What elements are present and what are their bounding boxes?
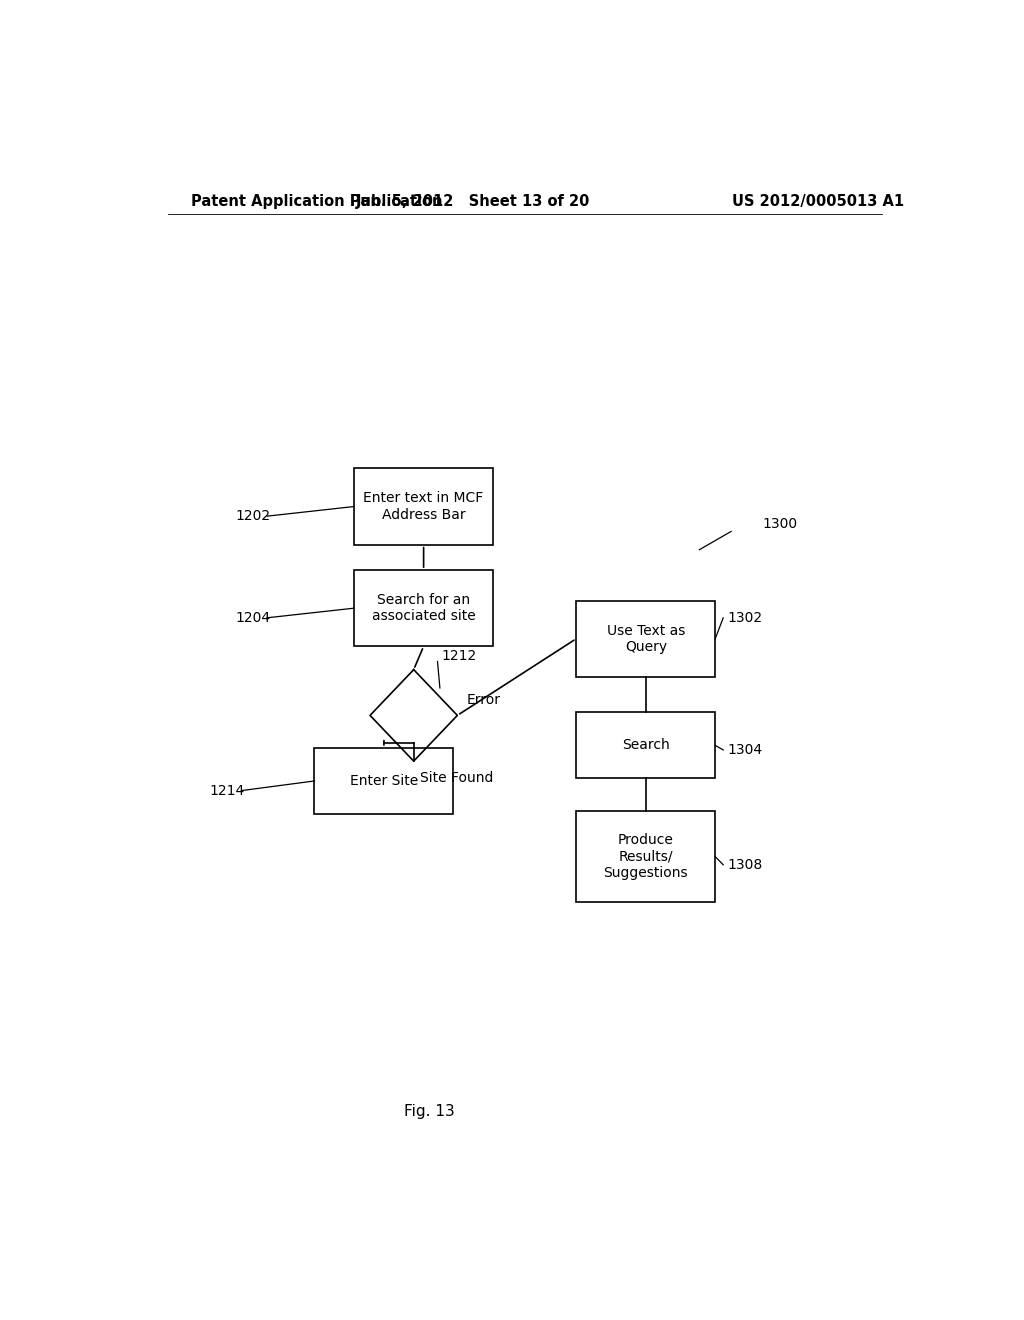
Text: Jan. 5, 2012   Sheet 13 of 20: Jan. 5, 2012 Sheet 13 of 20 (356, 194, 591, 209)
Text: Search for an
associated site: Search for an associated site (372, 593, 475, 623)
Text: 1308: 1308 (727, 858, 763, 871)
Text: Patent Application Publication: Patent Application Publication (191, 194, 443, 209)
Text: Use Text as
Query: Use Text as Query (606, 623, 685, 653)
Text: Fig. 13: Fig. 13 (404, 1105, 455, 1119)
Text: 1204: 1204 (236, 611, 270, 624)
Text: Error: Error (467, 693, 501, 708)
Bar (354, 469, 494, 545)
Text: 1304: 1304 (727, 743, 762, 756)
Text: 1202: 1202 (236, 510, 270, 523)
Text: Site Found: Site Found (420, 771, 494, 785)
Text: Search: Search (622, 738, 670, 752)
Text: Enter text in MCF
Address Bar: Enter text in MCF Address Bar (364, 491, 483, 521)
Bar (577, 810, 716, 903)
Text: Produce
Results/
Suggestions: Produce Results/ Suggestions (603, 833, 688, 880)
Text: Enter Site: Enter Site (350, 774, 418, 788)
Text: 1214: 1214 (210, 784, 245, 797)
Text: 1302: 1302 (727, 611, 762, 624)
Text: 1212: 1212 (441, 649, 477, 664)
Bar (354, 570, 494, 647)
Bar (577, 601, 716, 677)
Bar (314, 748, 454, 814)
Text: US 2012/0005013 A1: US 2012/0005013 A1 (732, 194, 904, 209)
Bar (577, 713, 716, 779)
Text: 1300: 1300 (763, 517, 798, 532)
